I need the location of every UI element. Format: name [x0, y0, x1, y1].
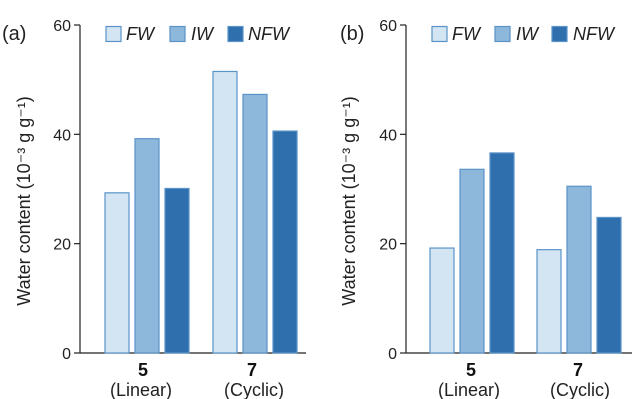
y-tick-label: 40: [53, 127, 71, 144]
x-category-label: 5: [138, 360, 148, 380]
bar-fw-5: [429, 247, 455, 354]
chart-panel-b: (b) 0 20 40 60 Water content (10⁻³ g g⁻¹) 5(Li…: [339, 18, 632, 399]
legend-label-iw: IW: [516, 24, 540, 44]
x-category-label: 5: [466, 360, 476, 380]
panel-label: (b): [340, 23, 364, 45]
bar-iw-5: [459, 168, 485, 354]
legend-label-iw: IW: [191, 24, 215, 44]
legend-swatch-fw: [105, 25, 122, 43]
y-axis-label: Water content (10⁻³ g g⁻¹): [14, 96, 34, 305]
y-tick-label: 20: [53, 237, 71, 254]
legend-swatch-fw: [431, 25, 448, 43]
bar-nfw-5: [164, 187, 190, 354]
bar-fw-5: [104, 192, 130, 354]
panel-label: (a): [2, 23, 26, 45]
bar-fw-7: [536, 249, 562, 354]
x-category-label: 7: [573, 360, 583, 380]
x-category-label: 7: [247, 360, 257, 380]
y-tick-label: 0: [388, 346, 397, 363]
bar-nfw-5: [489, 152, 515, 354]
x-category-sublabel: (Linear): [438, 380, 500, 399]
y-tick-label: 20: [379, 237, 397, 254]
y-axis-label: Water content (10⁻³ g g⁻¹): [339, 96, 359, 305]
legend-swatch-iw: [169, 25, 186, 43]
x-category-sublabel: (Linear): [110, 380, 172, 399]
y-tick-label: 40: [379, 127, 397, 144]
bar-iw-7: [566, 185, 592, 354]
legend-swatch-nfw: [227, 25, 244, 43]
legend-label-nfw: NFW: [248, 24, 291, 44]
x-category-sublabel: (Cyclic): [550, 380, 610, 399]
y-tick-label: 60: [379, 18, 397, 35]
x-category-sublabel: (Cyclic): [224, 380, 284, 399]
bar-iw-7: [242, 93, 268, 354]
legend-swatch-nfw: [551, 25, 568, 43]
bar-iw-5: [134, 138, 160, 354]
bar-nfw-7: [596, 216, 622, 354]
legend-label-fw: FW: [452, 24, 482, 44]
y-tick-label: 60: [53, 18, 71, 35]
legend-label-nfw: NFW: [573, 24, 616, 44]
legend-label-fw: FW: [126, 24, 156, 44]
legend-swatch-iw: [494, 25, 511, 43]
y-tick-label: 0: [62, 346, 71, 363]
chart-panel-a: (a) 0 20 40 60 Water content (10⁻³ g g⁻¹) 5(Li…: [2, 18, 306, 399]
bar-fw-7: [212, 70, 238, 354]
bar-nfw-7: [272, 130, 298, 354]
